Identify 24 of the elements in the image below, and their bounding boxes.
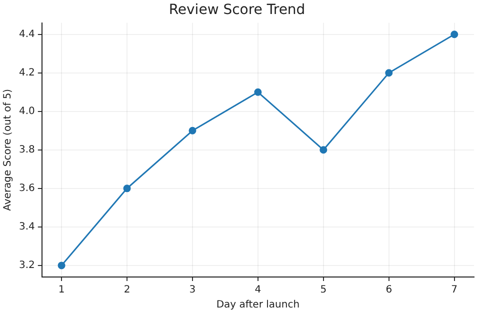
point xyxy=(450,30,458,38)
chart-title: Review Score Trend xyxy=(168,2,306,18)
x-axis-title: Day after launch xyxy=(216,300,300,311)
x-tick-label: 5 xyxy=(320,284,327,296)
y-tick-label: 3.8 xyxy=(18,144,35,156)
y-tick-label: 3.6 xyxy=(18,183,35,194)
y-axis-title: Average Score (out of 5) xyxy=(2,88,14,211)
x-tick-label: 6 xyxy=(386,284,392,296)
y-tick-label: 3.2 xyxy=(18,260,35,272)
x-tick-label: 2 xyxy=(124,284,130,296)
x-tick-label: 1 xyxy=(58,284,65,296)
x-tick-label: 3 xyxy=(189,284,196,296)
y-tick-label: 4.4 xyxy=(18,28,35,40)
y-tick-label: 4.0 xyxy=(18,106,35,117)
point xyxy=(58,262,66,270)
y-tick-label: 4.2 xyxy=(18,67,35,78)
point xyxy=(385,69,393,77)
point xyxy=(123,184,131,192)
point xyxy=(320,146,328,154)
y-tick-label: 3.4 xyxy=(18,222,35,233)
point xyxy=(254,88,262,96)
point xyxy=(188,126,196,134)
x-tick-label: 4 xyxy=(254,284,262,296)
x-tick-label: 7 xyxy=(451,284,458,296)
